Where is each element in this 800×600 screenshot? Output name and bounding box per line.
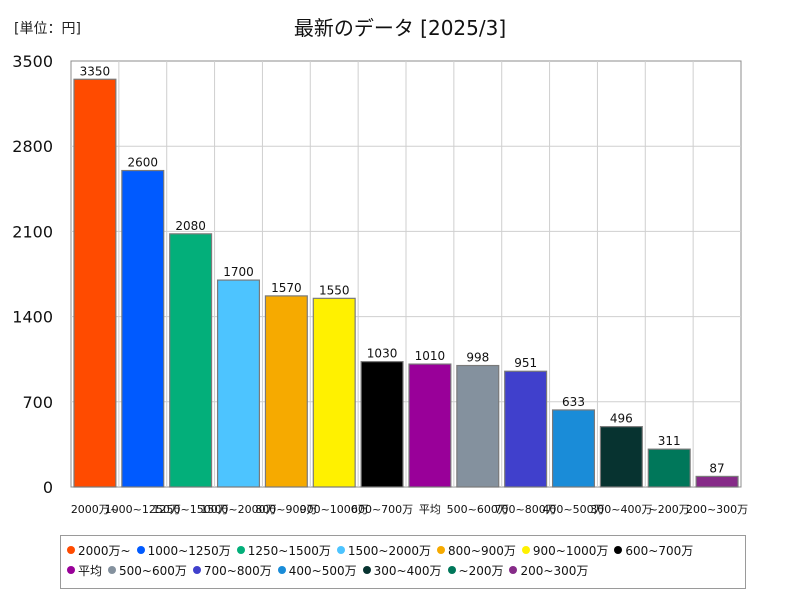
data-label: 1550: [319, 283, 350, 297]
legend-swatch: [336, 546, 345, 554]
legend-item: 800~900万: [437, 540, 516, 560]
legend-swatch: [362, 566, 371, 574]
data-label: 87: [709, 461, 724, 475]
x-tick-label: 2000万~: [71, 503, 119, 516]
y-tick-label: 700: [22, 393, 53, 412]
chart-legend: 2000万~ 1000~1250万 1250~1500万 1500~2000万 800~…: [60, 535, 746, 589]
legend-label: ~200万: [458, 563, 504, 578]
x-tick-label: 1500~2000万: [200, 503, 276, 516]
bar: [599, 426, 643, 488]
legend-swatch: [192, 566, 201, 574]
legend-item: 300~400万: [362, 560, 442, 580]
legend-swatch: [277, 566, 286, 574]
data-label: 1570: [271, 281, 302, 295]
unit-label: [単位：円]: [14, 21, 81, 37]
x-tick-label: ~200万: [649, 503, 690, 516]
legend-item: 600~700万: [614, 540, 693, 560]
bar: [551, 409, 596, 488]
bar: [312, 297, 356, 488]
legend-label: 200~300万: [520, 563, 589, 578]
x-tick-label: 800~900万: [255, 503, 317, 516]
data-label: 633: [562, 395, 585, 409]
legend-item: 200~300万: [509, 560, 588, 580]
legend-swatch: [108, 566, 117, 574]
legend-swatch: [67, 566, 75, 574]
x-tick-label: 700~800万: [495, 503, 557, 516]
y-tick-label: 1400: [12, 308, 53, 327]
legend-swatch: [521, 546, 530, 554]
x-tick-label: 1000~1250万: [105, 503, 181, 516]
legend-label: 1250~1500万: [247, 543, 331, 558]
x-tick-label: 500~600万: [447, 503, 509, 516]
data-label: 951: [514, 356, 537, 370]
bar: [216, 279, 261, 488]
y-tick-label: 3500: [12, 52, 53, 71]
data-label: 2600: [128, 156, 159, 170]
legend-item: ~200万: [447, 560, 504, 580]
legend-label: 900~1000万: [532, 543, 609, 558]
legend-swatch: [437, 546, 446, 554]
legend-label: 1000~1250万: [147, 543, 231, 558]
legend-swatch: [67, 546, 75, 554]
bar: [169, 233, 213, 488]
legend-swatch: [447, 566, 456, 574]
bar: [456, 364, 500, 488]
bar: [121, 169, 165, 488]
legend-label: 700~800万: [203, 563, 272, 578]
x-tick-label: 1250~1500万: [153, 503, 229, 516]
legend-label: 2000万~: [78, 543, 131, 558]
legend-label: 400~500万: [288, 563, 357, 578]
bar: [360, 361, 404, 488]
data-label: 3350: [80, 64, 111, 78]
bar: [504, 370, 548, 488]
data-label: 998: [466, 351, 489, 365]
legend-label: 600~700万: [625, 543, 694, 558]
bar: [264, 295, 308, 488]
chart-title: 最新のデータ [2025/3]: [293, 16, 507, 40]
legend-item: 500~600万: [108, 560, 187, 580]
legend-item: 1500~2000万: [336, 540, 432, 560]
legend-label: 平均: [78, 563, 103, 578]
data-label: 311: [658, 434, 681, 448]
x-tick-label: 600~700万: [351, 503, 413, 516]
legend-label: 300~400万: [373, 563, 442, 578]
legend-item: 400~500万: [277, 560, 357, 580]
x-tick-label: 200~300万: [686, 503, 748, 516]
legend-label: 500~600万: [119, 563, 187, 578]
legend-label: 800~900万: [448, 543, 516, 558]
bar: [647, 448, 691, 488]
x-tick-label: 平均: [419, 503, 441, 516]
legend-item: 2000万~: [67, 540, 131, 560]
legend-item: 1250~1500万: [236, 540, 331, 560]
data-label: 2080: [175, 219, 206, 233]
x-tick-label: 300~400万: [590, 503, 652, 516]
legend-swatch: [509, 566, 518, 574]
legend-label: 1500~2000万: [347, 543, 432, 558]
legend-item: 平均: [67, 560, 102, 580]
x-tick-label: 400~500万: [542, 503, 604, 516]
y-tick-label: 2100: [12, 222, 53, 241]
bar: [408, 363, 452, 488]
legend-item: 900~1000万: [521, 540, 609, 560]
legend-item: 1000~1250万: [136, 540, 231, 560]
legend-swatch: [236, 546, 245, 554]
data-label: 1010: [415, 349, 446, 363]
x-tick-label: 900~1000万: [300, 503, 369, 516]
legend-item: 700~800万: [192, 560, 272, 580]
bar: [695, 475, 739, 488]
data-label: 1030: [367, 347, 398, 361]
data-label: 1700: [223, 265, 254, 279]
bar: [73, 78, 117, 488]
data-label: 496: [610, 412, 633, 426]
bar-chart: 0 700 1400 2100 2800 3500 3350 2000万~ 2600 1000~1…: [12, 52, 748, 516]
legend-swatch: [614, 546, 623, 554]
legend-swatch: [136, 546, 145, 554]
y-tick-label: 0: [43, 478, 53, 497]
y-tick-label: 2800: [12, 137, 53, 156]
